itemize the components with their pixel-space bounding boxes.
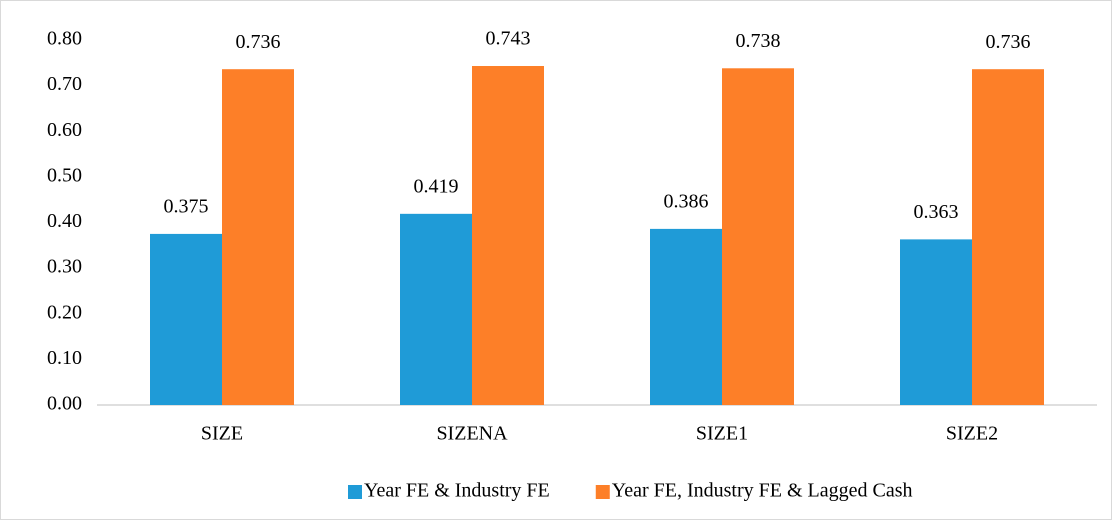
legend-label: Year FE & Industry FE [364, 480, 550, 502]
bar [722, 68, 794, 405]
bar [222, 69, 294, 405]
y-tick-label: 0.40 [47, 210, 82, 232]
data-label: 0.736 [986, 31, 1031, 53]
legend-label: Year FE, Industry FE & Lagged Cash [612, 480, 913, 502]
y-tick-label: 0.10 [47, 347, 82, 369]
data-label: 0.736 [236, 31, 281, 53]
y-tick-label: 0.20 [47, 301, 82, 323]
bar [650, 228, 722, 405]
data-label: 0.363 [914, 201, 959, 223]
data-label: 0.386 [664, 190, 709, 212]
y-tick-label: 0.80 [47, 28, 82, 50]
y-tick-label: 0.30 [47, 256, 82, 278]
data-label: 0.743 [486, 28, 531, 50]
bar [400, 213, 472, 405]
x-tick-label: SIZE2 [946, 423, 998, 445]
y-tick-label: 0.00 [47, 393, 82, 415]
legend-swatch [595, 485, 610, 499]
bar [972, 69, 1044, 405]
x-tick-label: SIZE [201, 423, 243, 445]
legend-swatch [348, 485, 362, 499]
y-tick-label: 0.70 [47, 73, 82, 95]
x-tick-label: SIZENA [436, 423, 508, 445]
bar [150, 233, 222, 405]
data-label: 0.419 [414, 175, 459, 197]
data-label: 0.375 [164, 196, 209, 218]
x-tick-label: SIZE1 [696, 423, 748, 445]
y-tick-label: 0.60 [47, 119, 82, 141]
data-label: 0.738 [736, 30, 781, 52]
y-tick-label: 0.50 [47, 164, 82, 186]
bar [472, 66, 544, 405]
bar [900, 239, 972, 405]
